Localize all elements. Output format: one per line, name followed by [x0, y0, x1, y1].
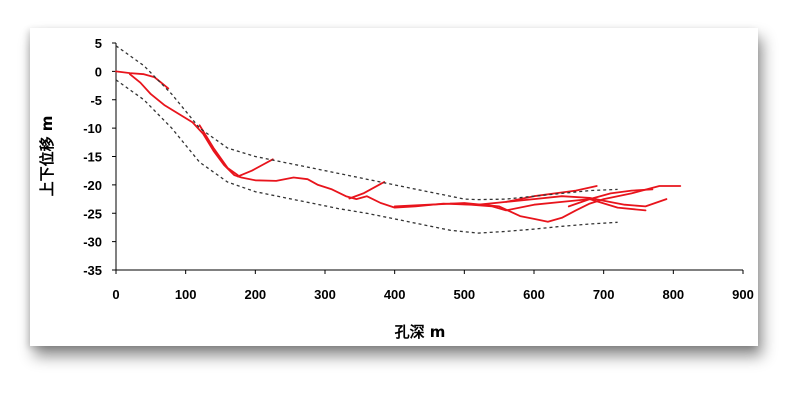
y-tick-label: -10 [83, 121, 102, 136]
y-tick-label: -25 [83, 206, 102, 221]
plot-area [115, 45, 682, 234]
chart-frame [30, 28, 758, 346]
x-tick-label: 700 [593, 287, 615, 302]
x-axis-label: 孔深 m [395, 323, 446, 341]
x-tick-label: 500 [453, 287, 475, 302]
y-tick-label: -30 [83, 235, 102, 250]
y-tick-labels: 5 0 -5 -10 -15 -20 -25 -30 -35 [83, 36, 102, 278]
x-tick-label: 0 [112, 287, 119, 302]
x-tick-label: 600 [523, 287, 545, 302]
y-tick-label: 0 [95, 64, 102, 79]
axes [112, 42, 744, 274]
x-tick-label: 900 [732, 287, 754, 302]
trajectory-line [348, 181, 386, 200]
x-tick-label: 800 [662, 287, 684, 302]
y-tick-label: -15 [83, 150, 102, 165]
y-tick-label: -35 [83, 263, 102, 278]
x-tick-labels: 0 100 200 300 400 500 600 700 800 900 [112, 287, 753, 302]
trajectory-line [115, 70, 170, 90]
x-tick-label: 100 [175, 287, 197, 302]
trajectory-line [567, 188, 654, 208]
y-tick-label: -5 [90, 93, 102, 108]
trajectory-line [505, 185, 598, 203]
envelope-line [115, 45, 618, 201]
x-tick-label: 300 [314, 287, 336, 302]
x-tick-label: 400 [384, 287, 406, 302]
y-tick-label: 5 [95, 36, 102, 51]
x-tick-label: 200 [244, 287, 266, 302]
envelope-line [115, 79, 618, 234]
trajectory-line [198, 124, 239, 177]
y-tick-label: -20 [83, 178, 102, 193]
trajectory-line [128, 73, 647, 212]
trajectory-line [236, 158, 274, 178]
y-axis-label: 上下位移 m [38, 116, 56, 197]
trajectory-line [449, 195, 668, 208]
